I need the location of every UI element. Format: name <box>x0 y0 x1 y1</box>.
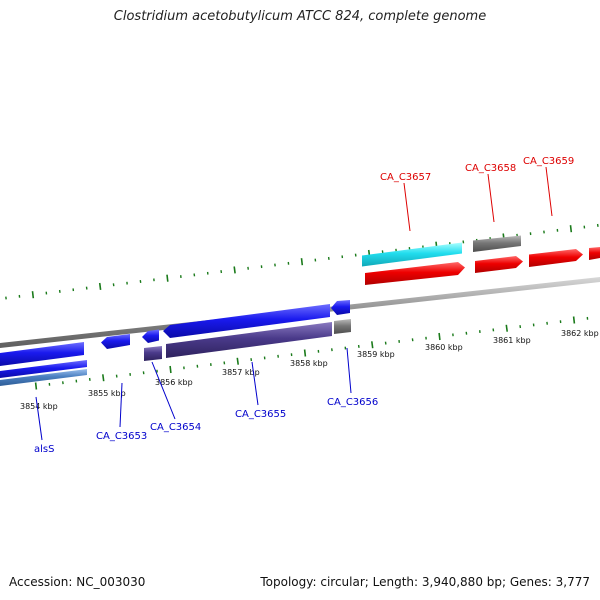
forward-genes <box>362 235 600 285</box>
reverse-scale-ticks <box>34 316 589 390</box>
reverse-gene-ca-c3656 <box>331 300 350 315</box>
forward-gene-ca-c3658 <box>473 235 521 252</box>
leader-line <box>403 182 411 232</box>
major-tick <box>236 357 239 365</box>
kbp-label: 3857 kbp <box>222 368 260 377</box>
reverse-gene-alss <box>0 369 87 386</box>
kbp-label: 3855 kbp <box>88 389 126 398</box>
major-tick <box>169 365 172 374</box>
kbp-label: 3859 kbp <box>357 350 395 359</box>
major-tick <box>233 266 236 274</box>
kbp-label: 3860 kbp <box>425 343 463 352</box>
major-tick <box>572 316 576 324</box>
leader-line <box>35 396 43 441</box>
reverse-gene-labels <box>35 347 352 441</box>
forward-gene-ca-c3657 <box>362 242 462 267</box>
kbp-label: 3862 kbp <box>561 329 599 338</box>
leader-line <box>251 361 259 406</box>
forward-gene-red-2 <box>475 256 523 273</box>
forward-gene-red-edge <box>589 247 600 260</box>
forward-gene-labels <box>403 166 553 232</box>
forward-label-text: CA_C3657 CA_C3658 CA_C3659 <box>380 156 574 183</box>
major-tick <box>303 349 307 357</box>
leader-line <box>487 173 495 223</box>
kbp-label: 3854 kbp <box>20 402 58 411</box>
map-title: Clostridium acetobutylicum ATCC 824, com… <box>113 9 487 24</box>
major-tick <box>34 382 38 390</box>
reverse-gene-gray <box>334 319 351 334</box>
kbp-scale-labels: 3854 kbp 3855 kbp 3856 kbp 3857 kbp 3858… <box>20 329 599 411</box>
gene-label-ca-c3658: CA_C3658 <box>465 163 516 174</box>
major-tick <box>438 332 441 341</box>
gene-label-ca-c3657: CA_C3657 <box>380 172 431 183</box>
gene-label-ca-c3655: CA_C3655 <box>235 409 286 420</box>
major-tick <box>569 225 573 233</box>
reverse-label-text: alsS CA_C3653 CA_C3654 CA_C3655 CA_C3656 <box>34 397 378 455</box>
reverse-gene-ca-c3653 <box>101 334 130 349</box>
reverse-gene-row1-a <box>0 342 84 366</box>
reverse-gene-ca-c3655 <box>166 322 332 358</box>
major-tick <box>505 324 508 332</box>
gene-label-ca-c3656: CA_C3656 <box>327 397 378 408</box>
forward-gene-ca-c3659 <box>529 249 583 267</box>
accession-label: Accession: NC_003030 <box>9 575 146 589</box>
major-tick <box>31 291 35 299</box>
major-tick <box>166 274 169 282</box>
kbp-label: 3858 kbp <box>290 359 328 368</box>
leader-line <box>545 166 553 217</box>
reverse-gene-ca-c3654 <box>144 346 162 361</box>
reverse-gene-large <box>163 304 330 338</box>
gene-label-alss: alsS <box>34 444 54 455</box>
genome-summary: Topology: circular; Length: 3,940,880 bp… <box>260 575 590 589</box>
kbp-label: 3861 kbp <box>493 336 531 345</box>
major-tick <box>98 282 102 291</box>
leader-line <box>346 347 352 394</box>
reverse-genes <box>0 300 351 386</box>
gene-label-ca-c3653: CA_C3653 <box>96 431 147 442</box>
leader-line <box>151 361 176 420</box>
reverse-gene-row2-a <box>0 360 87 378</box>
leader-line <box>119 382 123 428</box>
gene-label-ca-c3659: CA_C3659 <box>523 156 574 167</box>
reverse-gene-small-1 <box>142 329 159 343</box>
kbp-label: 3856 kbp <box>155 378 193 387</box>
major-tick <box>300 258 304 266</box>
forward-gene-red-1 <box>365 262 465 285</box>
major-tick <box>371 341 374 349</box>
gene-label-ca-c3654: CA_C3654 <box>150 422 201 433</box>
major-tick <box>102 374 105 382</box>
